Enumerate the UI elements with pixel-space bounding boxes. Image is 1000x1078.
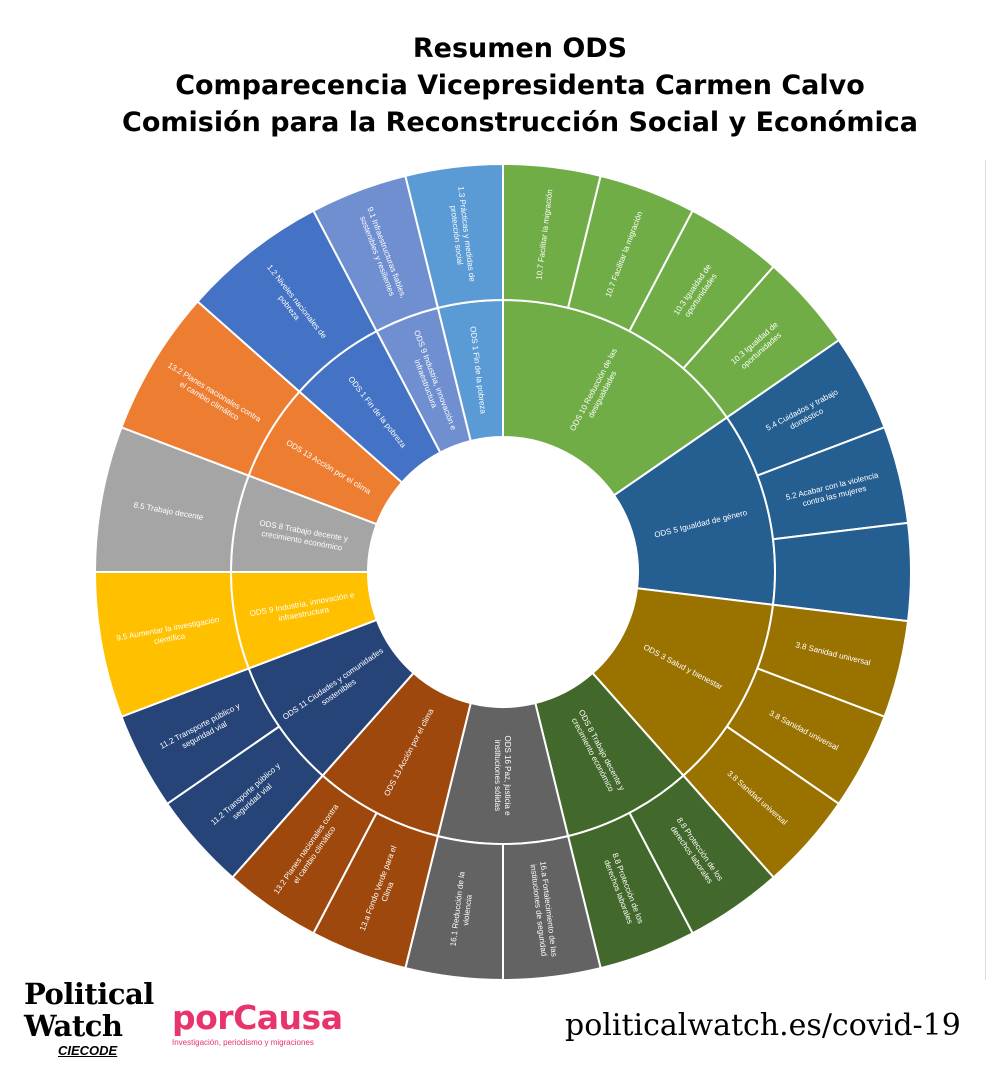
political-watch-logo: Political Watch CIECODE bbox=[24, 978, 164, 1058]
political-watch-logo-line2: Watch bbox=[24, 1009, 123, 1043]
ciecode-logo-text: CIECODE bbox=[58, 1043, 118, 1058]
website-url: politicalwatch.es/covid-19 bbox=[565, 1008, 961, 1043]
porcausa-logo: porCausa Investigación, periodismo y mig… bbox=[172, 998, 343, 1048]
title-line-3: Comisión para la Reconstrucción Social y… bbox=[122, 107, 918, 138]
chart-title: Resumen ODS Comparecencia Vicepresidenta… bbox=[0, 30, 1000, 141]
divider-line bbox=[985, 160, 986, 980]
title-line-1: Resumen ODS bbox=[412, 33, 628, 64]
political-watch-logo-line1: Political bbox=[24, 977, 154, 1011]
title-line-2: Comparecencia Vicepresidenta Carmen Calv… bbox=[175, 70, 865, 101]
inner-label-4: ODS 16 Paz, justicia einstituciones sóli… bbox=[493, 735, 512, 816]
porcausa-logo-name: porCausa bbox=[172, 998, 343, 1037]
outer-segment-12-0 bbox=[404, 162, 504, 310]
porcausa-logo-tagline: Investigación, periodismo y migraciones bbox=[172, 1038, 314, 1047]
